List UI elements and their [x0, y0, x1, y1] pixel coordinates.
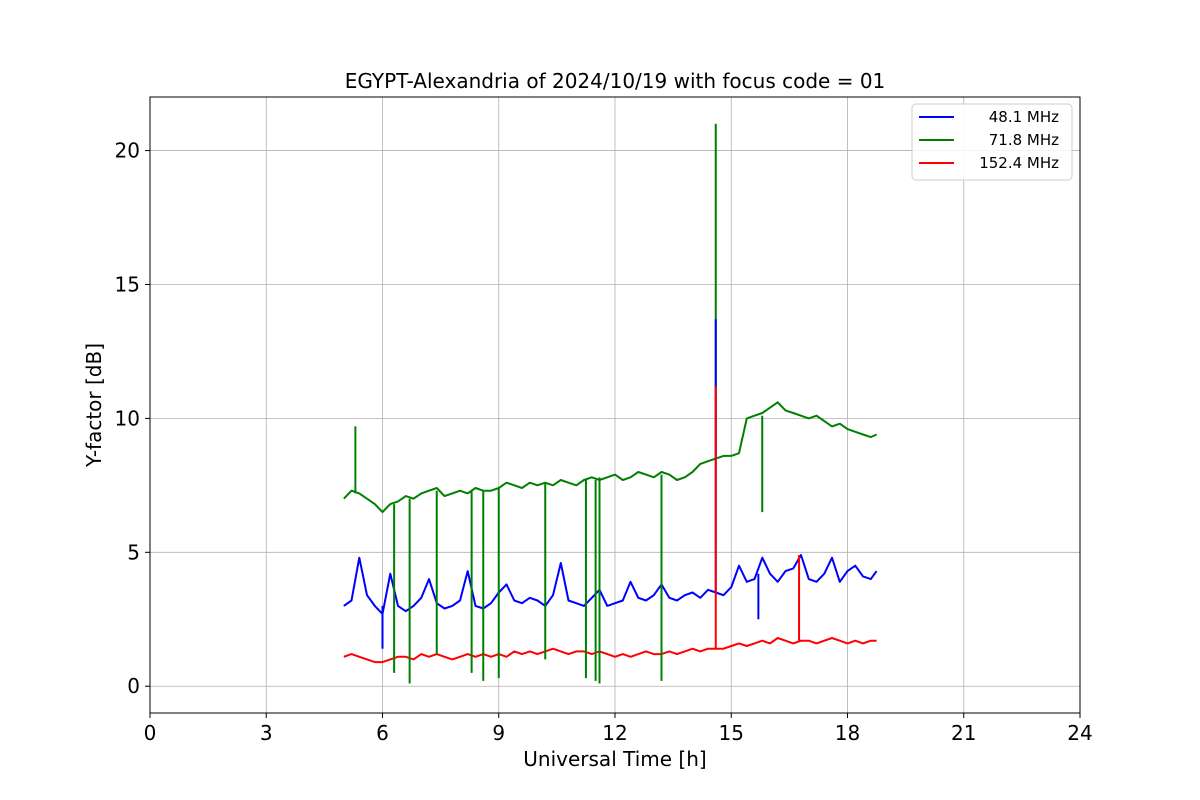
- legend-label: 71.8 MHz: [989, 131, 1059, 149]
- y-tick-label: 20: [115, 139, 140, 163]
- x-tick-label: 21: [951, 721, 976, 745]
- chart-title: EGYPT-Alexandria of 2024/10/19 with focu…: [345, 69, 886, 93]
- x-tick-label: 24: [1067, 721, 1092, 745]
- x-tick-label: 18: [835, 721, 860, 745]
- grid-lines: [149, 97, 1081, 713]
- x-tick-label: 15: [719, 721, 744, 745]
- legend-label: 48.1 MHz: [989, 108, 1059, 126]
- x-tick-label: 3: [260, 721, 273, 745]
- x-tick-label: 12: [602, 721, 627, 745]
- series-line-48-1-mhz: [343, 554, 878, 615]
- y-axis-ticks: 0 5 10 15 20: [115, 139, 150, 698]
- x-tick-label: 0: [144, 721, 157, 745]
- legend: 48.1 MHz 71.8 MHz 152.4 MHz: [911, 103, 1073, 181]
- y-tick-label: 10: [115, 406, 140, 430]
- y-tick-label: 5: [127, 540, 140, 564]
- series-line-71-8-mhz: [343, 401, 878, 514]
- y-tick-label: 15: [115, 272, 140, 296]
- legend-label: 152.4 MHz: [979, 154, 1059, 172]
- series-layer: [343, 123, 878, 684]
- x-tick-label: 6: [376, 721, 389, 745]
- legend-box: [911, 103, 1073, 181]
- x-axis-label: Universal Time [h]: [523, 747, 706, 771]
- x-axis-ticks: 0 3 6 9 12 15 18 21 24: [144, 713, 1093, 745]
- y-tick-label: 0: [127, 674, 140, 698]
- y-axis-label: Y-factor [dB]: [82, 343, 106, 468]
- x-tick-label: 9: [492, 721, 505, 745]
- series-line-152-4-mhz: [343, 637, 877, 664]
